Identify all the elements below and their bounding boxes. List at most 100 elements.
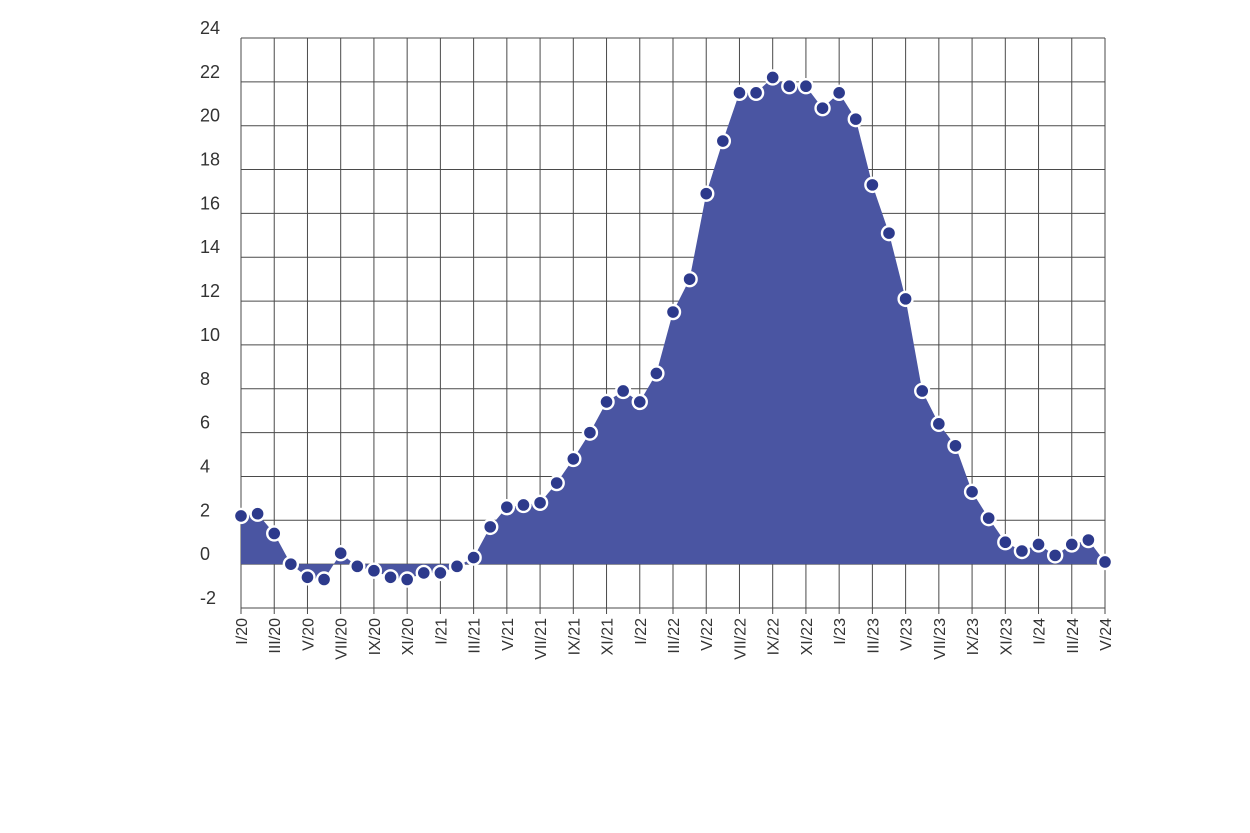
x-axis-tick-labels: I/20 III/20 V/20 VII/20 IX/20 XI/20 I/21 III/21…: [234, 618, 1115, 660]
data-point: [315, 571, 333, 588]
data-point: [415, 564, 432, 582]
data-point: [598, 393, 615, 411]
x-tick-label: VII/23: [932, 618, 949, 660]
data-point: [880, 224, 898, 242]
x-tick-label: I/24: [1032, 618, 1049, 645]
data-point: [897, 290, 914, 308]
data-point: [515, 496, 532, 514]
x-tick-label: IX/20: [367, 618, 384, 655]
x-tick-label: XI/21: [600, 618, 617, 655]
data-point: [997, 534, 1014, 551]
x-tick-label: XI/20: [400, 618, 417, 655]
x-tick-label: VII/22: [732, 618, 749, 660]
y-tick-label: 16: [200, 193, 220, 213]
data-point: [531, 494, 549, 511]
data-point: [614, 382, 632, 400]
data-point: [482, 518, 499, 536]
area-series: [241, 77, 1105, 580]
x-tick-label: III/22: [666, 618, 683, 654]
data-point: [1030, 536, 1047, 553]
y-tick-label: -2: [200, 588, 216, 608]
data-point: [1013, 542, 1031, 560]
series-area-fill: [241, 77, 1105, 580]
data-point: [764, 69, 781, 86]
data-point: [797, 78, 815, 95]
data-point: [914, 382, 931, 400]
y-tick-label: 20: [200, 106, 220, 126]
y-tick-label: 24: [200, 18, 220, 38]
data-point: [947, 437, 964, 454]
x-tick-label: I/20: [234, 618, 251, 645]
data-point: [332, 544, 349, 562]
data-point: [847, 110, 864, 128]
data-point: [698, 185, 715, 202]
x-tick-label: III/20: [267, 618, 284, 654]
data-point: [1080, 531, 1097, 549]
y-tick-label: 10: [200, 325, 220, 345]
x-tick-label: V/23: [899, 618, 916, 651]
data-point: [980, 509, 997, 527]
data-point: [299, 569, 316, 586]
data-point: [648, 365, 665, 382]
x-tick-label: V/20: [300, 618, 317, 651]
x-tick-label: I/21: [433, 618, 450, 645]
data-point: [565, 450, 582, 468]
y-tick-label: 18: [200, 150, 220, 170]
data-point: [232, 507, 250, 525]
data-point: [864, 176, 881, 194]
x-tick-label: IX/23: [965, 618, 982, 655]
data-point: [498, 498, 516, 516]
data-point: [830, 84, 848, 102]
y-tick-label: 8: [200, 369, 210, 389]
data-point: [382, 569, 399, 586]
x-tick-label: III/24: [1065, 618, 1082, 654]
x-tick-label: V/21: [500, 618, 517, 651]
x-tick-label: XI/23: [998, 618, 1015, 655]
x-tick-label: VII/20: [334, 618, 351, 660]
data-point: [581, 424, 599, 441]
data-point: [963, 483, 981, 501]
y-tick-label: 22: [200, 62, 220, 82]
x-tick-label: V/24: [1098, 618, 1115, 651]
y-tick-label: 6: [200, 413, 210, 433]
x-tick-label: I/23: [832, 618, 849, 645]
x-tick-label: XI/22: [799, 618, 816, 655]
x-tick-label: V/22: [699, 618, 716, 651]
data-point: [747, 84, 765, 102]
data-point: [631, 393, 648, 411]
y-tick-label: 2: [200, 500, 210, 520]
data-points: [232, 69, 1114, 588]
data-point: [365, 562, 383, 579]
data-point: [731, 84, 748, 102]
data-point: [548, 474, 565, 492]
data-point: [781, 78, 798, 95]
y-tick-label: 0: [200, 544, 210, 564]
data-point: [432, 564, 449, 582]
x-tick-label: III/21: [467, 618, 484, 654]
data-point: [664, 303, 682, 321]
data-point: [349, 558, 366, 575]
y-tick-label: 4: [200, 456, 210, 476]
x-tick-label: VII/21: [533, 618, 550, 660]
data-point: [714, 132, 732, 150]
data-point: [1063, 536, 1080, 553]
y-tick-label: 14: [200, 237, 220, 257]
data-point: [266, 525, 283, 542]
data-point: [282, 555, 300, 573]
data-point: [465, 549, 482, 566]
data-point: [930, 415, 948, 433]
x-tick-label: IX/21: [566, 618, 583, 655]
x-tick-label: III/23: [865, 618, 882, 654]
data-point: [1096, 553, 1114, 571]
y-tick-label: 12: [200, 281, 220, 301]
data-point: [249, 505, 266, 522]
data-point: [398, 571, 416, 588]
x-tick-label: I/22: [633, 618, 650, 645]
data-point: [1046, 547, 1064, 564]
data-point: [448, 558, 466, 575]
data-point: [814, 99, 831, 117]
data-point: [681, 270, 698, 288]
x-tick-label: IX/22: [766, 618, 783, 655]
